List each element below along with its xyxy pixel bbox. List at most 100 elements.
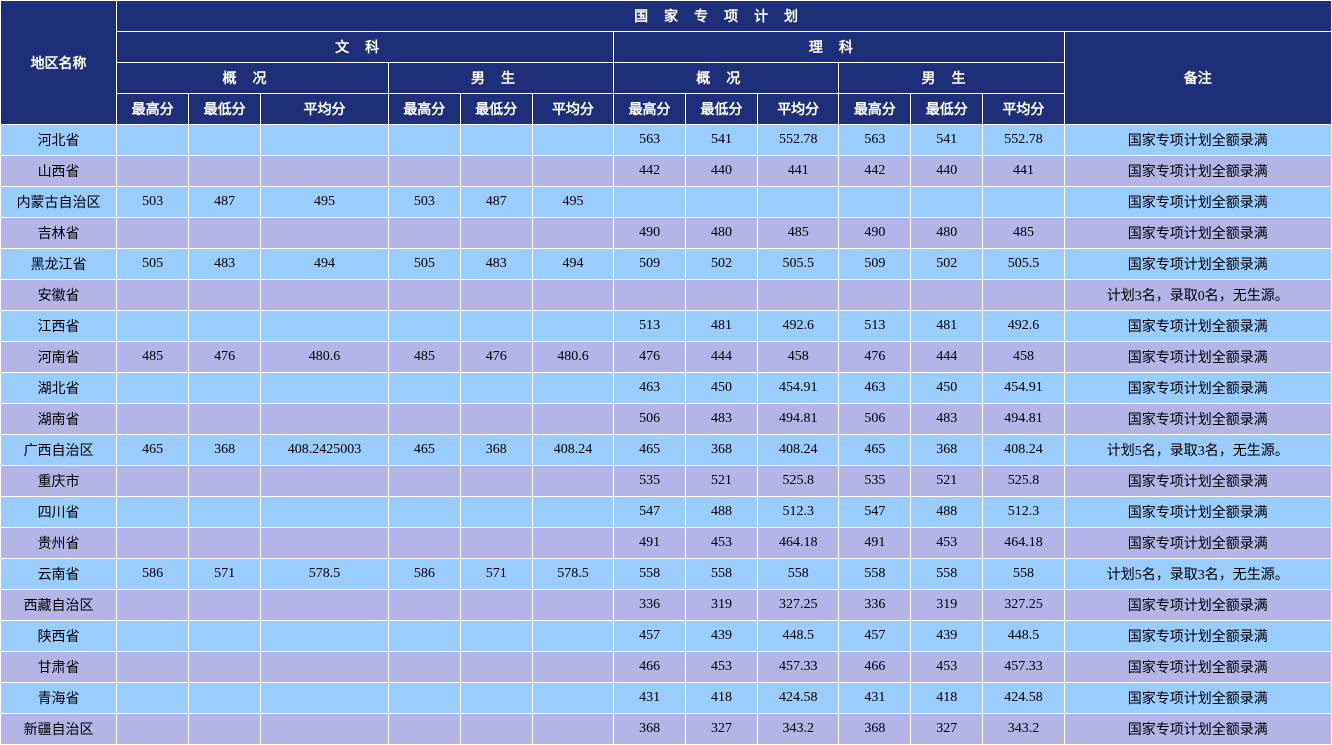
cell-lib_ov_max <box>117 125 189 156</box>
cell-lib_ov_avg <box>261 497 389 528</box>
cell-sci_m_max: 476 <box>839 342 911 373</box>
cell-sci_m_max: 563 <box>839 125 911 156</box>
cell-sci_ov_max: 513 <box>614 311 686 342</box>
header-lib-overview: 概况 <box>117 63 389 94</box>
table-row: 贵州省491453464.18491453464.18国家专项计划全额录满 <box>1 528 1332 559</box>
header-lib-male: 男生 <box>388 63 613 94</box>
cell-region: 云南省 <box>1 559 117 590</box>
table-row: 吉林省490480485490480485国家专项计划全额录满 <box>1 218 1332 249</box>
cell-remark: 国家专项计划全额录满 <box>1064 497 1331 528</box>
cell-sci_ov_avg: 441 <box>758 156 839 187</box>
cell-sci_m_avg: 525.8 <box>983 466 1064 497</box>
cell-lib_ov_avg: 480.6 <box>261 342 389 373</box>
cell-sci_ov_avg <box>758 280 839 311</box>
cell-region: 湖北省 <box>1 373 117 404</box>
cell-sci_m_max: 336 <box>839 590 911 621</box>
cell-sci_m_avg: 558 <box>983 559 1064 590</box>
cell-sci_ov_max: 431 <box>614 683 686 714</box>
cell-lib_m_max: 465 <box>388 435 460 466</box>
cell-lib_ov_min <box>189 218 261 249</box>
header-max: 最高分 <box>388 94 460 125</box>
cell-remark: 国家专项计划全额录满 <box>1064 652 1331 683</box>
cell-sci_ov_avg: 505.5 <box>758 249 839 280</box>
cell-lib_m_min <box>460 652 532 683</box>
cell-sci_m_min: 450 <box>911 373 983 404</box>
cell-region: 山西省 <box>1 156 117 187</box>
table-row: 青海省431418424.58431418424.58国家专项计划全额录满 <box>1 683 1332 714</box>
cell-region: 甘肃省 <box>1 652 117 683</box>
cell-lib_ov_min <box>189 621 261 652</box>
cell-sci_m_avg: 464.18 <box>983 528 1064 559</box>
header-science: 理科 <box>614 32 1065 63</box>
table-row: 甘肃省466453457.33466453457.33国家专项计划全额录满 <box>1 652 1332 683</box>
cell-sci_m_min <box>911 187 983 218</box>
table-row: 河南省485476480.6485476480.6476444458476444… <box>1 342 1332 373</box>
cell-sci_ov_max: 466 <box>614 652 686 683</box>
header-avg: 平均分 <box>983 94 1064 125</box>
cell-lib_ov_avg <box>261 125 389 156</box>
cell-remark: 计划5名，录取3名，无生源。 <box>1064 435 1331 466</box>
cell-lib_m_max <box>388 714 460 745</box>
cell-sci_ov_max: 491 <box>614 528 686 559</box>
cell-lib_ov_max <box>117 714 189 745</box>
cell-region: 贵州省 <box>1 528 117 559</box>
cell-lib_ov_min: 368 <box>189 435 261 466</box>
cell-lib_m_max: 505 <box>388 249 460 280</box>
cell-lib_m_min <box>460 590 532 621</box>
cell-sci_m_avg: 494.81 <box>983 404 1064 435</box>
cell-lib_ov_avg: 495 <box>261 187 389 218</box>
cell-lib_m_min <box>460 497 532 528</box>
header-min: 最低分 <box>686 94 758 125</box>
header-min: 最低分 <box>189 94 261 125</box>
cell-remark: 计划3名，录取0名，无生源。 <box>1064 280 1331 311</box>
cell-sci_m_min: 439 <box>911 621 983 652</box>
cell-lib_m_min: 571 <box>460 559 532 590</box>
cell-remark: 国家专项计划全额录满 <box>1064 156 1331 187</box>
cell-sci_ov_max: 457 <box>614 621 686 652</box>
cell-lib_m_avg: 495 <box>532 187 613 218</box>
cell-sci_m_min: 453 <box>911 528 983 559</box>
cell-lib_ov_max: 505 <box>117 249 189 280</box>
cell-lib_m_max <box>388 311 460 342</box>
header-remark: 备注 <box>1064 32 1331 125</box>
cell-lib_m_avg <box>532 373 613 404</box>
cell-region: 湖南省 <box>1 404 117 435</box>
cell-sci_ov_max: 465 <box>614 435 686 466</box>
cell-sci_m_avg: 343.2 <box>983 714 1064 745</box>
cell-lib_ov_max <box>117 156 189 187</box>
cell-sci_ov_max: 547 <box>614 497 686 528</box>
table-row: 内蒙古自治区503487495503487495国家专项计划全额录满 <box>1 187 1332 218</box>
cell-lib_ov_avg <box>261 621 389 652</box>
cell-lib_ov_avg <box>261 590 389 621</box>
cell-lib_ov_min <box>189 311 261 342</box>
cell-sci_ov_max: 463 <box>614 373 686 404</box>
cell-sci_ov_max: 506 <box>614 404 686 435</box>
cell-region: 河南省 <box>1 342 117 373</box>
cell-sci_m_min: 541 <box>911 125 983 156</box>
cell-lib_m_avg: 494 <box>532 249 613 280</box>
cell-remark: 国家专项计划全额录满 <box>1064 342 1331 373</box>
cell-lib_ov_avg <box>261 466 389 497</box>
cell-sci_m_max: 463 <box>839 373 911 404</box>
cell-sci_m_avg: 457.33 <box>983 652 1064 683</box>
cell-lib_m_min: 483 <box>460 249 532 280</box>
cell-lib_m_avg <box>532 404 613 435</box>
cell-region: 重庆市 <box>1 466 117 497</box>
cell-lib_ov_avg <box>261 280 389 311</box>
cell-sci_ov_avg: 552.78 <box>758 125 839 156</box>
header-liberal: 文科 <box>117 32 614 63</box>
cell-sci_ov_max <box>614 187 686 218</box>
cell-lib_m_avg <box>532 683 613 714</box>
cell-lib_ov_avg: 408.2425003 <box>261 435 389 466</box>
cell-sci_ov_avg: 454.91 <box>758 373 839 404</box>
cell-sci_m_min: 444 <box>911 342 983 373</box>
cell-sci_ov_min: 368 <box>686 435 758 466</box>
cell-lib_m_max <box>388 497 460 528</box>
cell-lib_m_avg <box>532 652 613 683</box>
cell-region: 安徽省 <box>1 280 117 311</box>
cell-sci_ov_avg <box>758 187 839 218</box>
cell-remark: 国家专项计划全额录满 <box>1064 590 1331 621</box>
cell-sci_m_avg: 408.24 <box>983 435 1064 466</box>
cell-sci_ov_min: 453 <box>686 528 758 559</box>
cell-sci_m_max: 457 <box>839 621 911 652</box>
